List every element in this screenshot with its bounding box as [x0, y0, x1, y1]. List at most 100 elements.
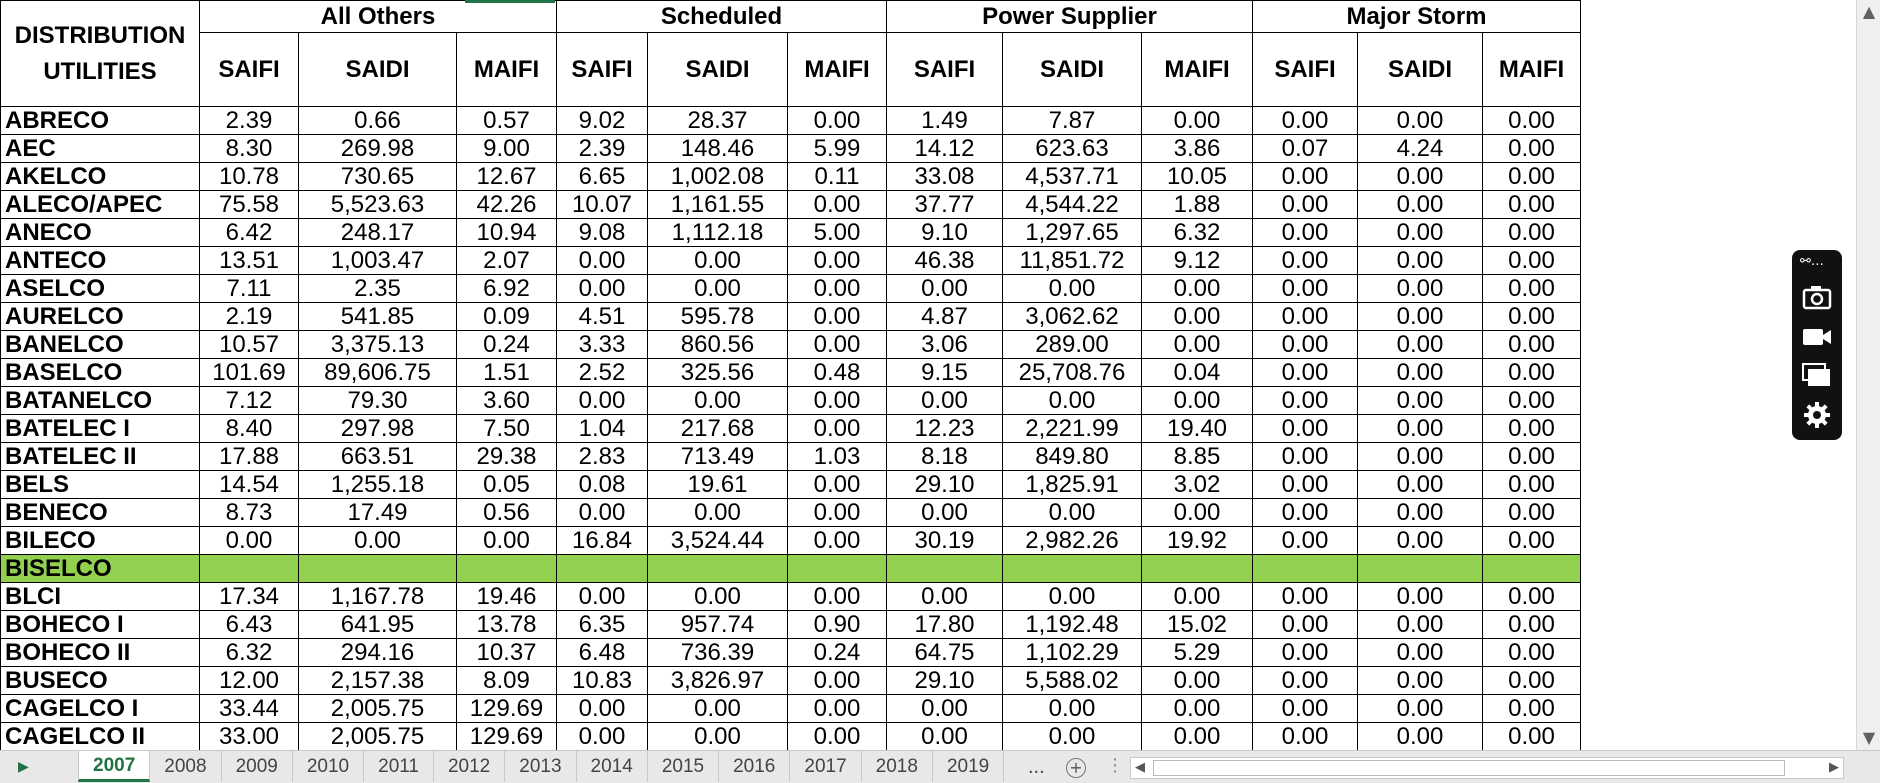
value-cell[interactable]: 0.00	[556, 274, 648, 303]
value-cell[interactable]: 0.00	[1357, 442, 1483, 471]
value-cell[interactable]: 0.00	[1357, 246, 1483, 275]
sheet-tab-2013[interactable]: 2013	[505, 751, 577, 782]
scroll-up-arrow-icon[interactable]: ▲	[1862, 2, 1876, 21]
value-cell[interactable]: 0.00	[1357, 414, 1483, 443]
value-cell[interactable]: 101.69	[199, 358, 299, 387]
value-cell[interactable]: 6.65	[556, 162, 648, 191]
column-header-saifi[interactable]: SAIFI	[556, 32, 648, 107]
value-cell[interactable]: 9.00	[456, 134, 557, 163]
value-cell[interactable]: 1.49	[886, 106, 1003, 135]
utility-name-cell[interactable]: AKELCO	[0, 162, 200, 191]
column-header-maifi[interactable]: MAIFI	[787, 32, 887, 107]
value-cell[interactable]: 0.00	[787, 414, 887, 443]
sheet-tab-2012[interactable]: 2012	[434, 751, 506, 782]
video-icon[interactable]	[1800, 322, 1834, 352]
tab-scroll-right-icon[interactable]: ▶	[18, 759, 29, 775]
column-header-saifi[interactable]: SAIFI	[1252, 32, 1358, 107]
value-cell[interactable]: 89,606.75	[298, 358, 457, 387]
value-cell[interactable]: 14.54	[199, 470, 299, 499]
value-cell[interactable]: 4,537.71	[1002, 162, 1142, 191]
value-cell[interactable]: 10.78	[199, 162, 299, 191]
value-cell[interactable]: 33.08	[886, 162, 1003, 191]
value-cell[interactable]: 0.00	[647, 722, 788, 750]
sheet-tab-2014[interactable]: 2014	[577, 751, 648, 782]
column-header-maifi[interactable]: MAIFI	[1482, 32, 1581, 107]
value-cell[interactable]: 2,005.75	[298, 722, 457, 750]
value-cell[interactable]: 8.09	[456, 666, 557, 695]
value-cell[interactable]: 7.11	[199, 274, 299, 303]
sheet-tab-2009[interactable]: 2009	[222, 751, 293, 782]
value-cell[interactable]: 0.00	[1357, 638, 1483, 667]
value-cell[interactable]: 0.00	[787, 694, 887, 723]
utility-name-cell[interactable]: BASELCO	[0, 358, 200, 387]
value-cell[interactable]: 0.00	[1002, 498, 1142, 527]
value-cell[interactable]: 0.00	[647, 498, 788, 527]
value-cell[interactable]: 0.00	[1482, 330, 1581, 359]
value-cell[interactable]: 0.00	[1482, 274, 1581, 303]
sheet-tab-2019[interactable]: 2019	[933, 751, 1005, 782]
value-cell[interactable]: 0.00	[647, 386, 788, 415]
value-cell[interactable]: 9.10	[886, 218, 1003, 247]
value-cell[interactable]: 0.00	[1482, 106, 1581, 135]
group-header[interactable]: All Others	[199, 0, 557, 33]
value-cell[interactable]: 860.56	[647, 330, 788, 359]
value-cell[interactable]: 0.00	[886, 582, 1003, 611]
value-cell[interactable]: 3.86	[1141, 134, 1253, 163]
value-cell[interactable]: 0.00	[787, 106, 887, 135]
tab-splitter-icon[interactable]: ⋮	[1106, 755, 1124, 776]
value-cell[interactable]: 0.00	[1482, 302, 1581, 331]
value-cell[interactable]: 19.61	[647, 470, 788, 499]
window-icon[interactable]	[1800, 360, 1834, 390]
value-cell[interactable]: 0.00	[1482, 134, 1581, 163]
value-cell[interactable]: 1.88	[1141, 190, 1253, 219]
value-cell[interactable]: 3.06	[886, 330, 1003, 359]
column-header-saidi[interactable]: SAIDI	[1002, 32, 1142, 107]
value-cell[interactable]: 0.00	[1482, 470, 1581, 499]
value-cell[interactable]: 0.00	[886, 694, 1003, 723]
value-cell[interactable]: 12.67	[456, 162, 557, 191]
utility-name-cell[interactable]: BANELCO	[0, 330, 200, 359]
value-cell[interactable]: 0.04	[1141, 358, 1253, 387]
value-cell[interactable]: 28.37	[647, 106, 788, 135]
value-cell[interactable]: 6.42	[199, 218, 299, 247]
value-cell[interactable]: 0.00	[1482, 638, 1581, 667]
value-cell[interactable]: 0.00	[1252, 162, 1358, 191]
value-cell[interactable]: 3,375.13	[298, 330, 457, 359]
value-cell[interactable]: 0.00	[1252, 470, 1358, 499]
value-cell[interactable]: 2.39	[556, 134, 648, 163]
scroll-down-arrow-icon[interactable]: ▼	[1862, 728, 1876, 747]
value-cell[interactable]: 46.38	[886, 246, 1003, 275]
value-cell[interactable]: 10.07	[556, 190, 648, 219]
value-cell[interactable]: 0.00	[1252, 638, 1358, 667]
horizontal-scrollbar[interactable]: ◀ ▶	[1130, 757, 1844, 779]
value-cell[interactable]: 0.00	[647, 694, 788, 723]
value-cell[interactable]: 1.03	[787, 442, 887, 471]
value-cell[interactable]: 0.00	[1482, 190, 1581, 219]
value-cell[interactable]: 0.00	[1252, 330, 1358, 359]
value-cell[interactable]: 3.60	[456, 386, 557, 415]
value-cell[interactable]: 0.00	[1252, 386, 1358, 415]
value-cell[interactable]: 12.00	[199, 666, 299, 695]
value-cell[interactable]: 6.32	[1141, 218, 1253, 247]
value-cell[interactable]: 0.00	[1002, 386, 1142, 415]
column-header-saidi[interactable]: SAIDI	[1357, 32, 1483, 107]
value-cell[interactable]: 2,982.26	[1002, 526, 1142, 555]
value-cell[interactable]: 0.00	[1482, 582, 1581, 611]
value-cell[interactable]: 269.98	[298, 134, 457, 163]
value-cell[interactable]: 0.08	[556, 470, 648, 499]
utility-name-cell[interactable]: BATELEC II	[0, 442, 200, 471]
value-cell[interactable]: 730.65	[298, 162, 457, 191]
value-cell[interactable]: 8.18	[886, 442, 1003, 471]
sheet-tab-2008[interactable]: 2008	[150, 751, 222, 782]
value-cell[interactable]: 0.00	[1482, 386, 1581, 415]
value-cell[interactable]: 0.00	[456, 526, 557, 555]
value-cell[interactable]: 10.37	[456, 638, 557, 667]
value-cell[interactable]: 0.00	[787, 582, 887, 611]
value-cell[interactable]: 0.00	[647, 582, 788, 611]
value-cell[interactable]	[456, 554, 557, 583]
value-cell[interactable]: 29.10	[886, 470, 1003, 499]
value-cell[interactable]: 1.04	[556, 414, 648, 443]
value-cell[interactable]: 0.00	[556, 386, 648, 415]
value-cell[interactable]: 0.00	[787, 470, 887, 499]
value-cell[interactable]: 5.99	[787, 134, 887, 163]
